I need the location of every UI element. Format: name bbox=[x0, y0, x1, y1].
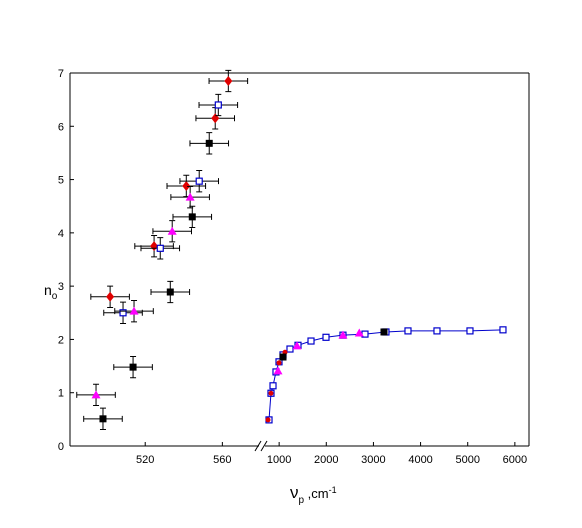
marker bbox=[195, 177, 203, 185]
y-tick-label: 7 bbox=[58, 68, 64, 80]
marker bbox=[380, 328, 388, 336]
y-tick-label: 3 bbox=[58, 281, 64, 293]
marker bbox=[433, 327, 441, 335]
x-tick-label: 5000 bbox=[455, 454, 479, 466]
marker bbox=[276, 360, 282, 366]
x-tick-label: 4000 bbox=[408, 454, 432, 466]
marker bbox=[268, 390, 274, 396]
marker bbox=[265, 417, 271, 423]
marker bbox=[404, 327, 412, 335]
x-tick-label: 6000 bbox=[503, 454, 527, 466]
marker bbox=[466, 327, 474, 335]
y-tick-label: 4 bbox=[58, 228, 64, 240]
x-tick-label: 3000 bbox=[361, 454, 385, 466]
marker bbox=[282, 349, 288, 355]
marker bbox=[214, 101, 222, 109]
marker bbox=[129, 306, 139, 315]
marker bbox=[91, 390, 101, 399]
marker bbox=[292, 341, 302, 350]
marker bbox=[185, 192, 195, 201]
marker bbox=[129, 363, 137, 371]
marker bbox=[338, 330, 348, 339]
marker bbox=[156, 244, 164, 252]
marker bbox=[205, 139, 213, 147]
marker bbox=[166, 288, 174, 296]
marker bbox=[106, 291, 115, 302]
x-tick-label: 520 bbox=[136, 454, 154, 466]
y-tick-label: 6 bbox=[58, 121, 64, 133]
marker bbox=[499, 326, 507, 334]
marker bbox=[269, 382, 277, 390]
marker bbox=[273, 366, 283, 375]
x-axis-label: νp ,cm-1 bbox=[290, 483, 337, 506]
x-tick-label: 1000 bbox=[267, 454, 291, 466]
marker bbox=[286, 345, 294, 353]
y-tick-label: 2 bbox=[58, 334, 64, 346]
marker bbox=[224, 75, 233, 86]
line bbox=[268, 329, 503, 420]
marker bbox=[279, 353, 287, 361]
x-tick-label: 560 bbox=[213, 454, 231, 466]
marker bbox=[322, 333, 330, 341]
marker bbox=[307, 337, 315, 345]
marker bbox=[354, 328, 364, 337]
marker bbox=[119, 309, 127, 317]
marker bbox=[188, 213, 196, 221]
axis-break bbox=[260, 440, 268, 452]
marker bbox=[167, 226, 177, 235]
marker bbox=[182, 180, 191, 191]
x-tick-label: 2000 bbox=[314, 454, 338, 466]
y-axis-label: no bbox=[44, 282, 58, 302]
y-tick-label: 0 bbox=[58, 441, 64, 453]
y-tick-label: 5 bbox=[58, 175, 64, 187]
y-tick-label: 1 bbox=[58, 388, 64, 400]
marker bbox=[99, 415, 107, 423]
axis-break bbox=[254, 440, 262, 452]
